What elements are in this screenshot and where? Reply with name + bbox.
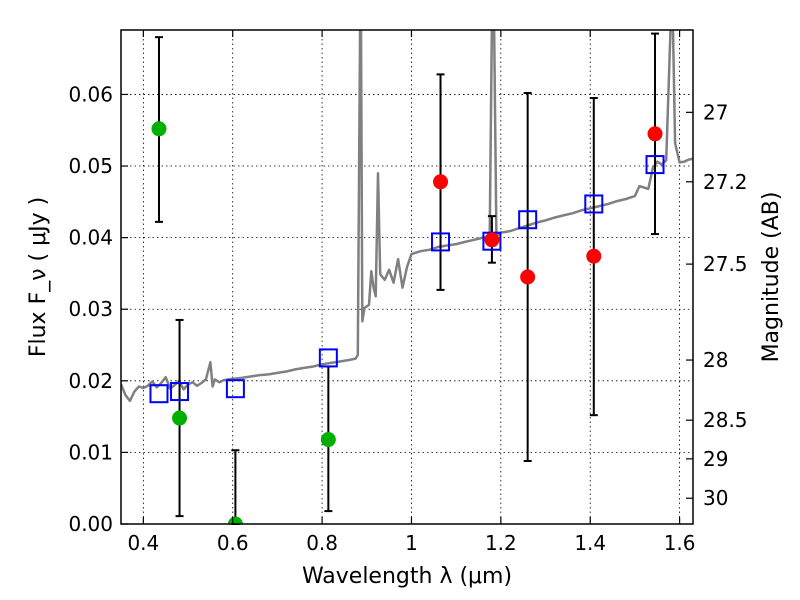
red-detection-point (520, 269, 536, 285)
x-tick-label: 1.2 (485, 531, 517, 555)
model-box-marker (170, 382, 190, 402)
plot-frame (120, 29, 694, 525)
y-axis-label-group: Flux F_ν ( μJy ) (26, 197, 51, 357)
mag-tick-label: 27.2 (703, 170, 748, 194)
marker-layer (149, 121, 665, 524)
y-tick-label: 0.05 (68, 154, 113, 178)
y-tick-label: 0.04 (68, 226, 113, 250)
x-tick-label: 1.4 (574, 531, 606, 555)
x-tick-label: 0.6 (217, 531, 249, 555)
y-axis-right-label-group: Magnitude (AB) (759, 192, 784, 363)
model-box-marker (318, 348, 338, 368)
errorbar-layer (154, 32, 660, 525)
y-tick-label: 0.00 (68, 512, 113, 536)
model-spectrum (121, 30, 693, 403)
green-detection-point (227, 516, 243, 524)
y-tick-label: 0.01 (68, 440, 113, 464)
mag-tick-label: 27.5 (703, 252, 748, 276)
y-axis-right-label: Magnitude (AB) (759, 192, 784, 363)
x-tick-label: 0.4 (127, 531, 159, 555)
green-detection-point (151, 121, 167, 137)
model-box-marker (645, 155, 665, 175)
y-tick-label: 0.06 (68, 82, 113, 106)
red-detection-point (484, 232, 500, 248)
red-detection-point (586, 248, 602, 264)
mag-tick-label: 29 (703, 447, 728, 471)
model-box-marker (149, 384, 169, 404)
spectrum-layer (121, 30, 693, 403)
x-tick-label: 1.6 (664, 531, 696, 555)
model-box-marker (431, 232, 451, 252)
y-tick-label: 0.02 (68, 369, 113, 393)
mag-tick-label: 30 (703, 486, 728, 510)
grid-lines (121, 30, 693, 524)
x-tick-label: 1 (405, 531, 418, 555)
axis-ticks: 0.4 0.6 0.8 1 1.2 1.4 1.6 0.00 0.01 0.02 0.03 0.04 0… (68, 30, 748, 555)
model-box-marker (584, 194, 604, 214)
red-detection-point (433, 174, 449, 190)
model-box-marker (518, 210, 538, 230)
red-detection-point (647, 126, 663, 142)
y-axis-label: Flux F_ν ( μJy ) (26, 197, 51, 357)
mag-tick-label: 28 (703, 348, 728, 372)
green-detection-point (172, 410, 188, 426)
y-tick-label: 0.03 (68, 297, 113, 321)
x-tick-label: 0.8 (306, 531, 338, 555)
green-detection-point (320, 432, 336, 448)
mag-tick-label: 28.5 (703, 408, 748, 432)
mag-tick-label: 27 (703, 100, 728, 124)
model-box-marker (225, 379, 245, 399)
x-axis-label: Wavelength λ (μm) (302, 564, 512, 589)
